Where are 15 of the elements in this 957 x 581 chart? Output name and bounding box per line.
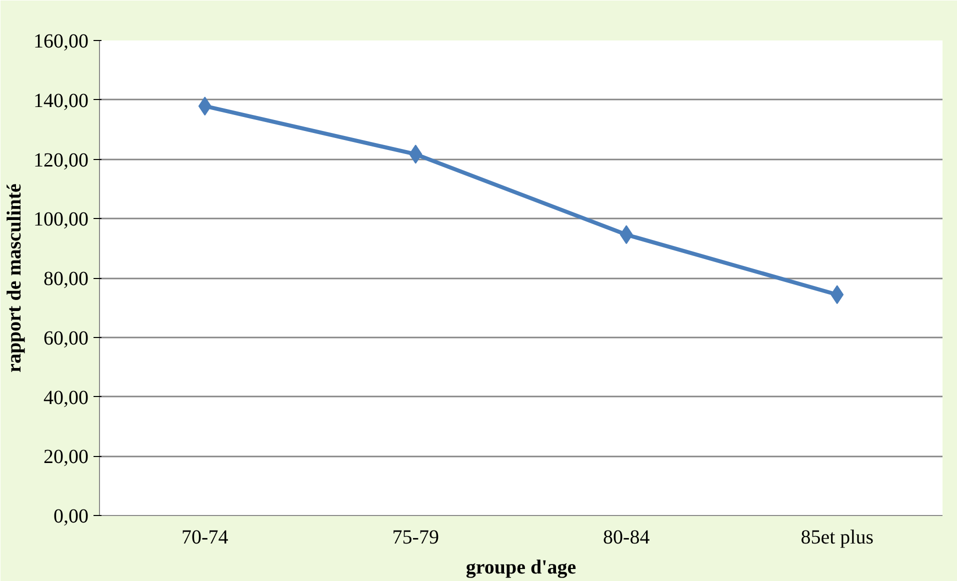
- y-tick-label: 160,00: [34, 30, 88, 52]
- y-tick-label: 0,00: [54, 506, 88, 528]
- y-tick-label: 40,00: [44, 386, 88, 409]
- x-axis-title: groupe d'age: [466, 556, 576, 578]
- x-tick-label: 85et plus: [800, 526, 874, 548]
- y-tick-label: 100,00: [34, 208, 88, 231]
- x-tick-label: 75-79: [392, 526, 439, 548]
- y-tick-label: 80,00: [44, 268, 88, 290]
- x-tick-label: 80-84: [603, 526, 650, 548]
- x-tick-label: 70-74: [182, 526, 228, 548]
- y-tick-label: 140,00: [34, 90, 88, 112]
- y-tick-label: 120,00: [34, 149, 88, 172]
- y-tick-label: 20,00: [44, 446, 88, 468]
- y-tick-label: 60,00: [44, 327, 88, 350]
- y-axis-title: rapport de masculinté: [4, 183, 26, 372]
